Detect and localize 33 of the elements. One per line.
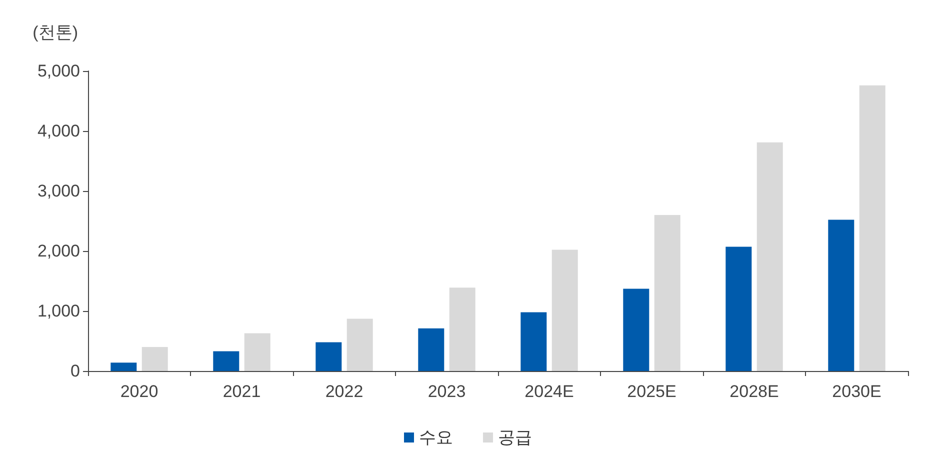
x-tick-label: 2025E [627, 382, 676, 401]
x-tick-label: 2021 [222, 382, 261, 401]
legend-label: 공급 [498, 428, 532, 447]
bar [316, 342, 342, 371]
bar [213, 351, 240, 371]
y-tick-label: 3,000 [37, 182, 80, 200]
bar [726, 246, 752, 371]
x-tick-label: 2023 [428, 382, 466, 401]
y-axis-title: (천톤) [32, 23, 78, 42]
bar [654, 215, 680, 371]
x-tick-label: 2020 [120, 382, 158, 401]
bar [756, 142, 783, 371]
bar [244, 333, 270, 371]
y-tick-label: 5,000 [37, 62, 80, 80]
x-tick-label: 2022 [325, 382, 364, 401]
bar [552, 250, 578, 371]
bar [346, 318, 373, 371]
bar [418, 328, 444, 371]
y-tick-label: 4,000 [37, 122, 80, 140]
bar [828, 220, 854, 371]
bar [859, 85, 886, 371]
y-tick-label: 0 [70, 362, 80, 380]
bar [623, 288, 650, 371]
x-tick-label: 2024E [524, 382, 574, 401]
legend-label: 수요 [419, 428, 453, 447]
x-tick-label: 2028E [730, 382, 779, 401]
bar [520, 312, 547, 371]
bar [142, 347, 168, 371]
y-tick-label: 1,000 [37, 302, 80, 320]
bar [449, 288, 476, 371]
x-tick-label: 2030E [832, 382, 882, 401]
y-tick-label: 2,000 [37, 242, 80, 260]
bar [110, 362, 137, 371]
